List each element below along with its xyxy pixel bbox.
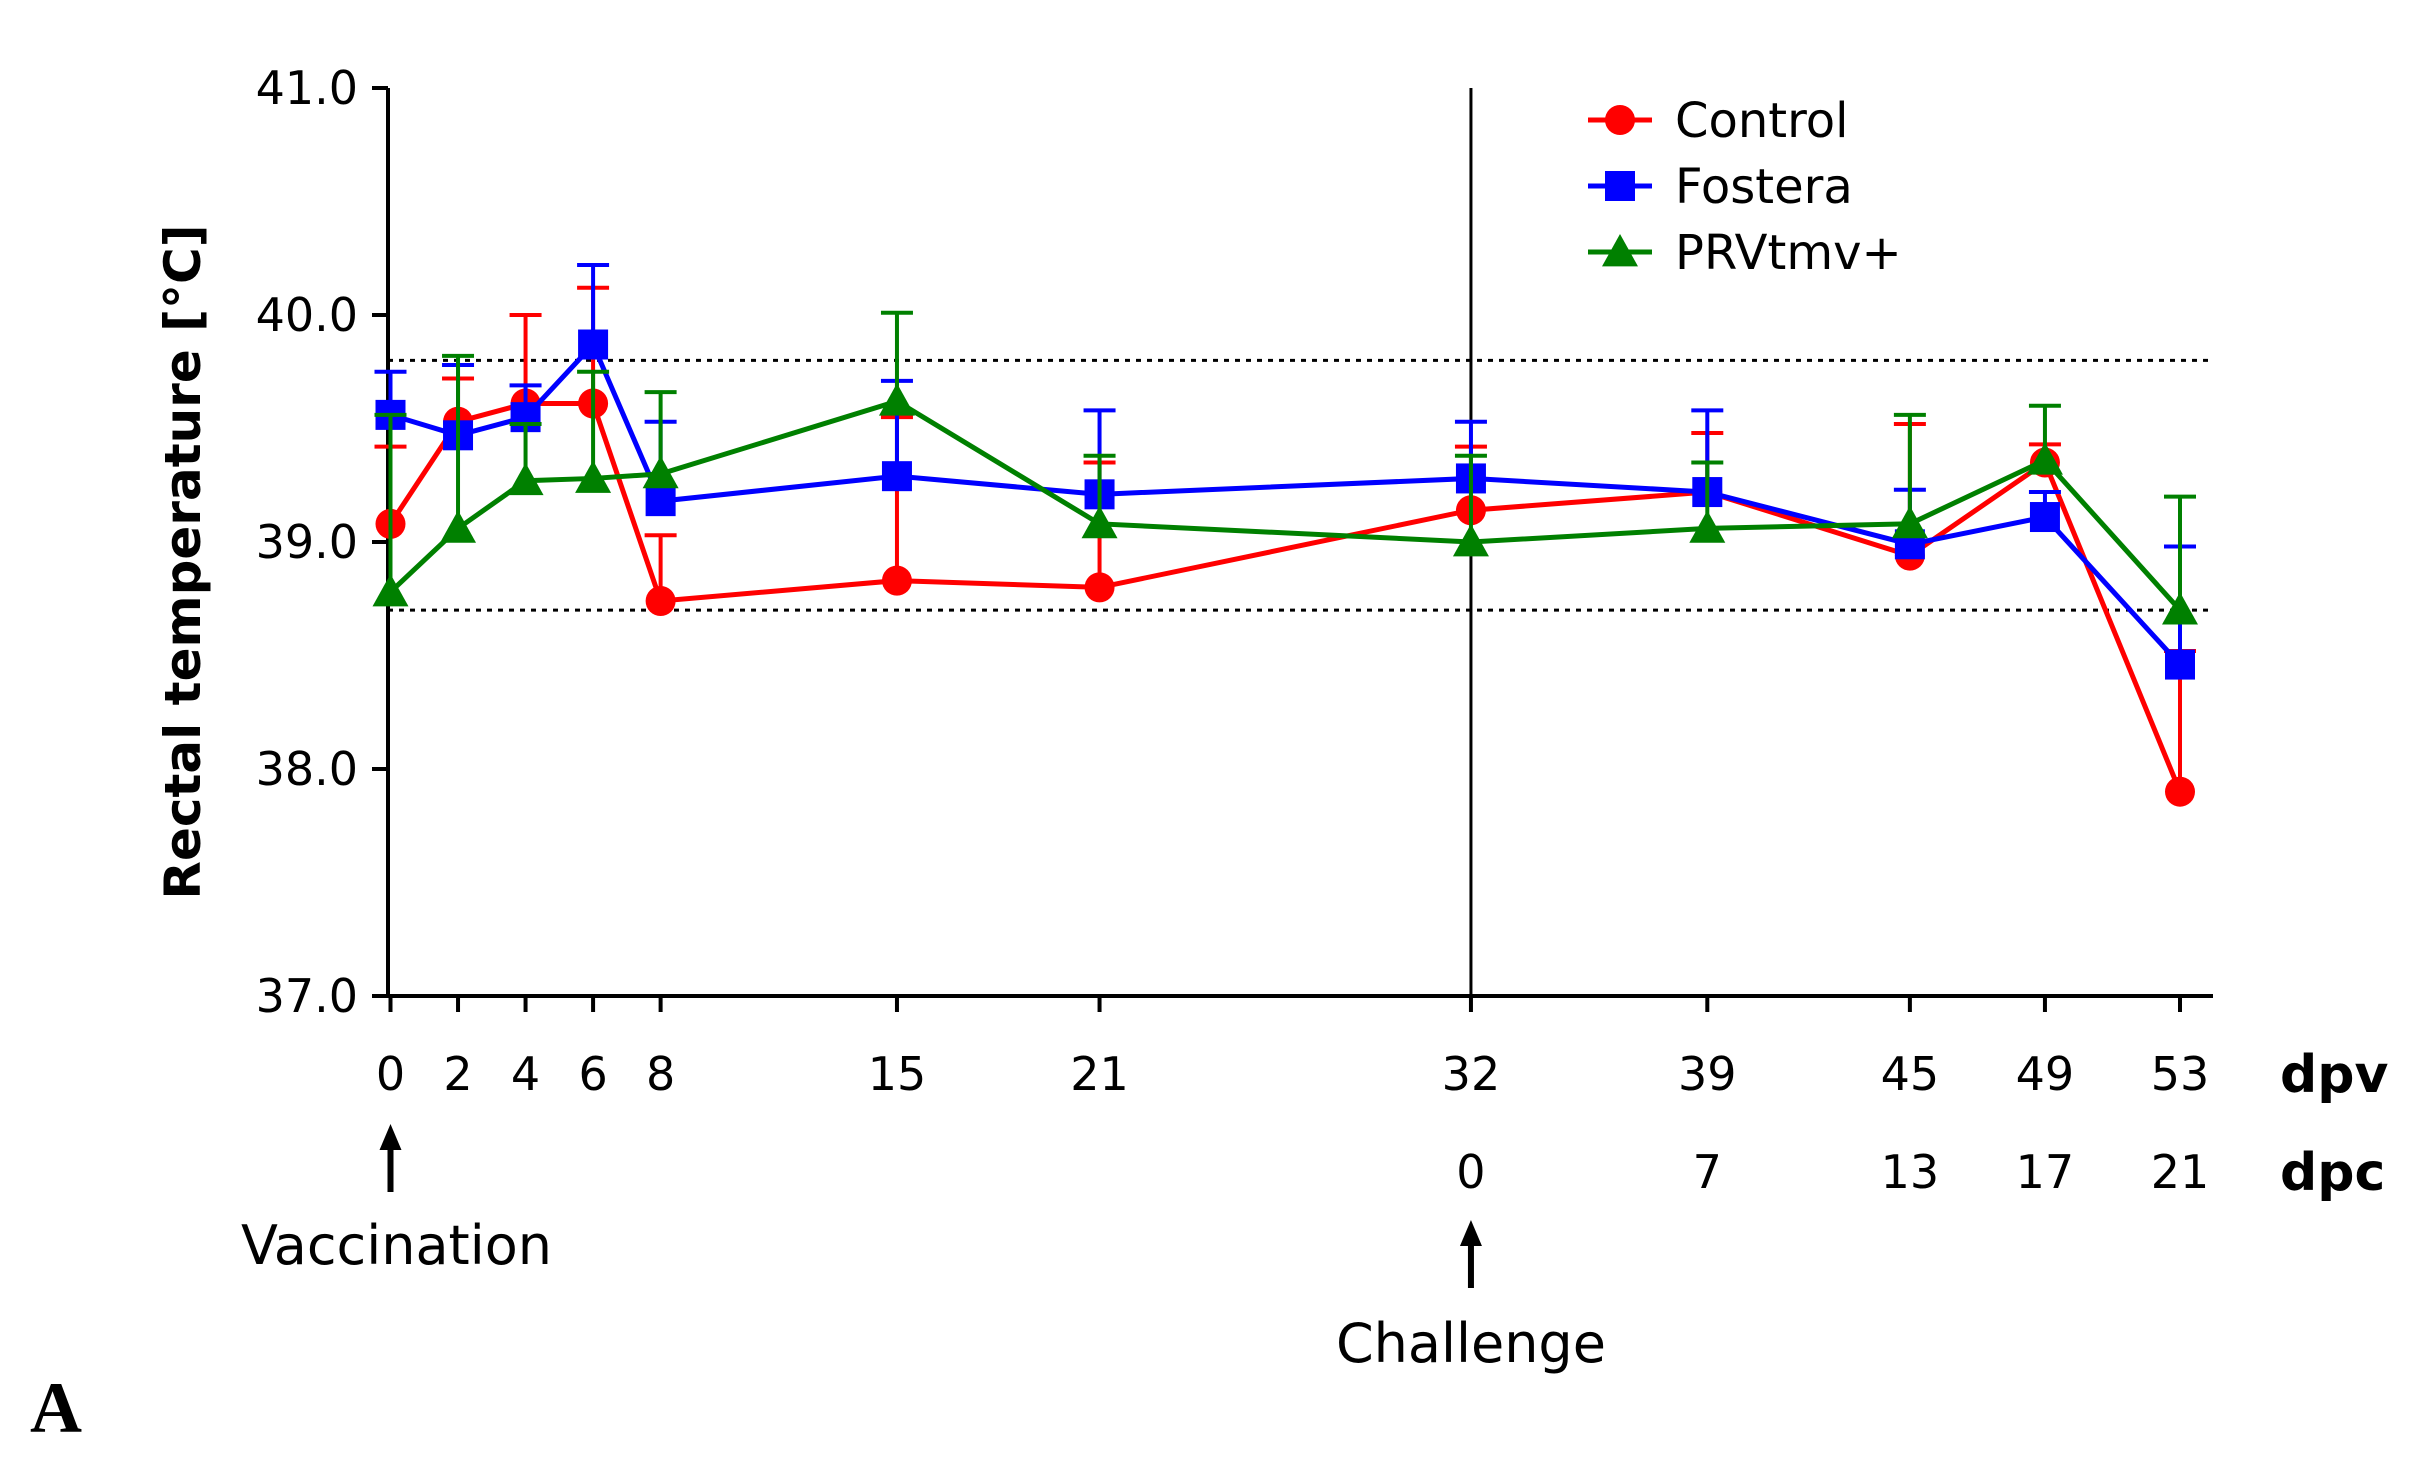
y-tick-label: 37.0 <box>256 969 358 1023</box>
panel-label: A <box>30 1368 82 1448</box>
prvtmv--point <box>575 460 612 493</box>
x-tick-label-dpv: 6 <box>578 1047 607 1101</box>
x-tick-label-dpv: 2 <box>443 1047 472 1101</box>
control-point <box>881 565 912 596</box>
prvtmv--point <box>1891 505 1928 539</box>
x-tick-label-dpv: 4 <box>511 1047 540 1101</box>
x-tick-label-dpv: 53 <box>2151 1047 2210 1101</box>
prvtmv--point <box>642 455 679 489</box>
legend-control-label: Control <box>1675 93 1849 149</box>
fostera-point <box>645 486 676 517</box>
fostera-point <box>2029 502 2060 533</box>
x-tick-label-dpv: 21 <box>1070 1047 1129 1101</box>
y-axis-label: Rectal temperature [°C] <box>154 224 212 899</box>
prvtmv--point <box>2162 592 2198 625</box>
challenge-label: Challenge <box>1336 1312 1606 1375</box>
prvtmv--point <box>878 383 915 416</box>
x-tick-label-dpc: 13 <box>1881 1145 1940 1199</box>
x-tick-label-dpc: 7 <box>1693 1145 1722 1199</box>
vaccination-arrow-head <box>379 1124 402 1150</box>
vaccination-label: Vaccination <box>241 1214 552 1277</box>
y-tick-label: 40.0 <box>256 288 358 342</box>
fostera-point <box>578 329 609 360</box>
prvtmv--point <box>1452 524 1489 557</box>
fostera-point <box>2165 649 2195 680</box>
control-point <box>1084 572 1115 603</box>
prvtmv--point <box>507 462 544 496</box>
x-tick-label-dpc: 21 <box>2151 1145 2210 1199</box>
prvtmv--point <box>2026 442 2063 475</box>
prvtmv--point <box>1689 510 1726 543</box>
control-point <box>2165 776 2195 807</box>
y-tick-label: 41.0 <box>256 61 358 115</box>
x-tick-label-dpv: 0 <box>376 1047 405 1101</box>
x-axis-label-dpc: dpc <box>2280 1143 2385 1203</box>
legend-prvtmv--marker <box>1602 234 1638 267</box>
x-tick-label-dpc: 17 <box>2016 1145 2075 1199</box>
legend-prvtmv--label: PRVtmv+ <box>1675 225 1902 281</box>
x-tick-label-dpc: 0 <box>1456 1145 1485 1199</box>
fostera-point <box>881 461 912 492</box>
control-point <box>645 586 676 617</box>
y-tick-label: 38.0 <box>256 742 358 796</box>
x-axis-label-dpv: dpv <box>2280 1045 2388 1105</box>
x-tick-label-dpv: 45 <box>1881 1047 1940 1101</box>
x-tick-label-dpv: 15 <box>868 1047 927 1101</box>
x-tick-label-dpv: 49 <box>2016 1047 2075 1101</box>
prvtmv--point <box>372 573 409 607</box>
prvtmv--point <box>1081 505 1118 539</box>
x-tick-label-dpv: 32 <box>1442 1047 1501 1101</box>
prvtmv--point <box>440 510 477 543</box>
y-tick-label: 39.0 <box>256 515 358 569</box>
legend-fostera-label: Fostera <box>1675 159 1853 215</box>
x-tick-label-dpv: 8 <box>646 1047 675 1101</box>
legend-fostera-marker <box>1605 171 1635 201</box>
legend-control-marker <box>1605 105 1635 135</box>
x-tick-label-dpv: 39 <box>1678 1047 1737 1101</box>
challenge-arrow-head <box>1459 1220 1482 1246</box>
